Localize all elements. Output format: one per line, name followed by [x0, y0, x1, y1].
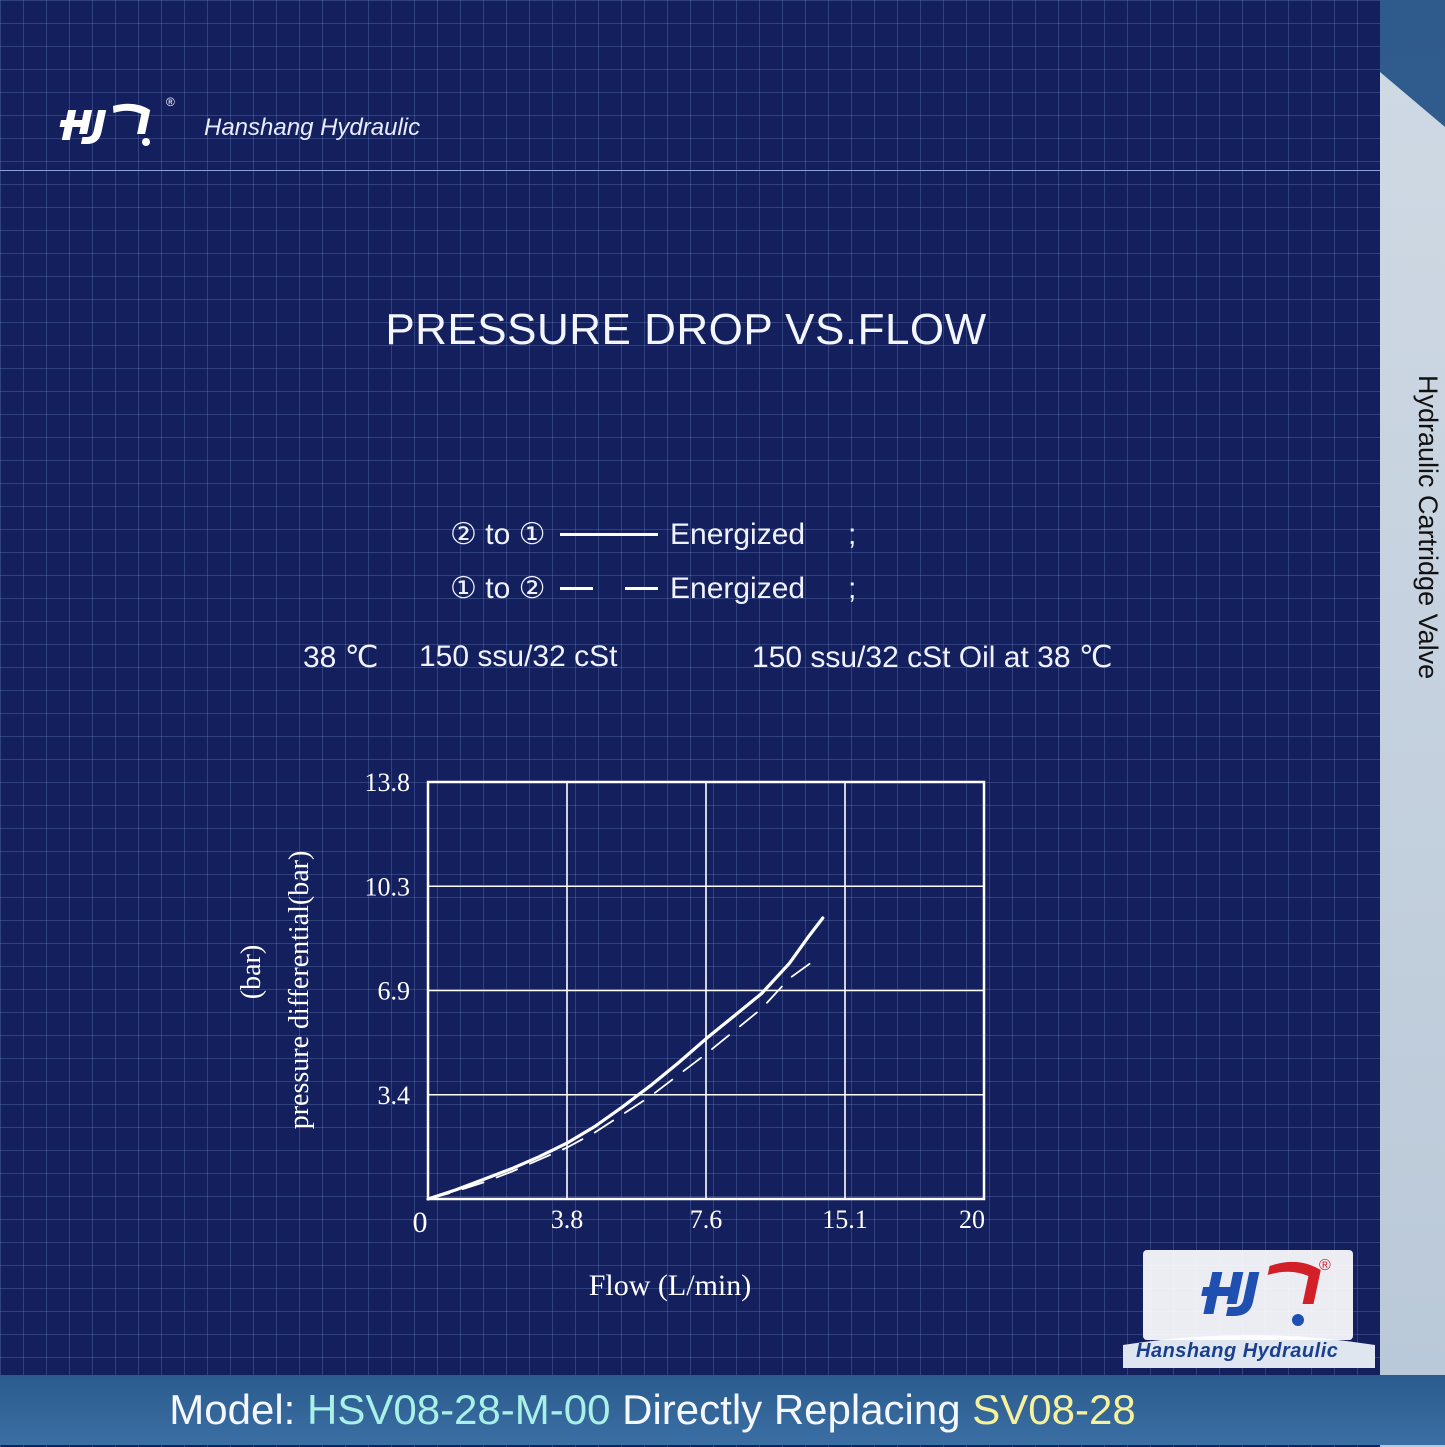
chart-ticks: 0 3.8 7.6 15.1 20 13.8 10.3 6.9 3.4 [365, 768, 986, 1239]
legend-entry-dashed: ① to ② Energized ; [450, 571, 856, 606]
x-tick-label: 15.1 [822, 1205, 868, 1234]
legend-state: Energized [670, 517, 806, 551]
brand-logo: ® [59, 95, 175, 146]
legend-dashed-line [560, 587, 658, 590]
model-banner: Model: HSV08-28-M-00 Directly Replacing … [0, 1375, 1445, 1445]
y-tick-label: 6.9 [378, 977, 411, 1006]
header-divider [0, 170, 1380, 171]
y-tick-label: 10.3 [365, 872, 411, 901]
y-tick-label: 13.8 [365, 768, 411, 797]
series-line-solid [426, 916, 825, 1201]
model-prefix: Model: [169, 1386, 307, 1433]
replaced-model: SV08-28 [972, 1386, 1136, 1433]
model-middle: Directly Replacing [610, 1386, 973, 1433]
corner-logo: ® [1123, 1250, 1375, 1368]
model-code: HSV08-28-M-00 [307, 1386, 611, 1433]
legend-route: ② to ① [450, 518, 546, 551]
corner-registered-mark: ® [1319, 1257, 1331, 1274]
x-tick-label: 7.6 [690, 1205, 723, 1234]
legend-separator: ; [848, 571, 857, 605]
x-tick-label: 3.8 [551, 1205, 584, 1234]
model-line: Model: HSV08-28-M-00 Directly Replacing … [169, 1386, 1135, 1434]
corner-brand-name: Hanshang Hydraulic [1136, 1340, 1339, 1362]
condition-temp: 38 ℃ [303, 641, 379, 674]
condition-oil-note: 150 ssu/32 cSt Oil at 38 ℃ [752, 641, 1113, 674]
side-caption: Hydraulic Cartridge Valve [1413, 375, 1443, 680]
y-tick-label: 3.4 [378, 1081, 411, 1110]
registered-mark: ® [166, 95, 175, 109]
chart-title: PRESSURE DROP VS.FLOW [0, 305, 1380, 355]
legend-solid-line [560, 533, 658, 536]
x-axis-label: Flow (L/min) [589, 1269, 752, 1302]
legend-state: Energized [670, 571, 806, 605]
pressure-flow-chart: 0 3.8 7.6 15.1 20 13.8 10.3 6.9 3.4 (bar) pressu… [236, 768, 986, 1302]
x-tick-label: 0 [413, 1206, 428, 1239]
chart-title-text: PRESSURE DROP VS.FLOW [385, 305, 987, 354]
legend-separator: ; [848, 517, 857, 551]
y-axis-label: pressure differential(bar) [284, 851, 315, 1130]
legend-entry-solid: ② to ① Energized ; [450, 517, 856, 552]
series-line-dashed [427, 959, 816, 1200]
legend-route: ① to ② [450, 572, 546, 605]
condition-viscosity: 150 ssu/32 cSt [419, 640, 618, 673]
chart-series [426, 916, 825, 1201]
side-panel [1380, 72, 1445, 1447]
y-axis-unit: (bar) [236, 945, 267, 999]
chart-grid [426, 780, 986, 1201]
x-tick-label: 20 [959, 1205, 985, 1234]
brand-name: Hanshang Hydraulic [204, 114, 421, 141]
